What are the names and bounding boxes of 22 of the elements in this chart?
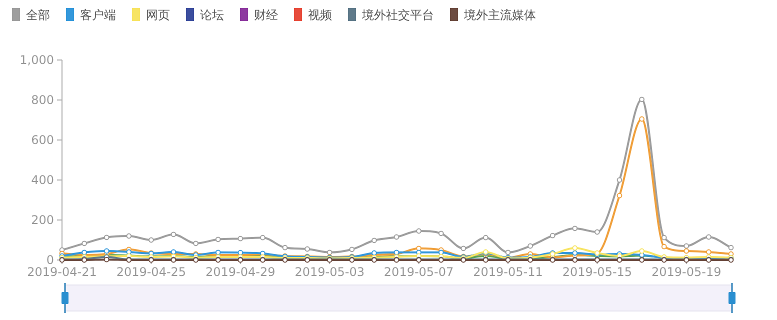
legend-label: 境外社交平台 <box>361 8 434 22</box>
y-tick-label: 600 <box>31 133 54 147</box>
x-tick-label: 2019-04-21 <box>27 265 97 279</box>
x-tick-label: 2019-05-11 <box>473 265 543 279</box>
x-tick-label: 2019-05-15 <box>562 265 632 279</box>
legend-label: 全部 <box>26 8 50 22</box>
x-tick-label: 2019-05-19 <box>652 265 722 279</box>
x-tick-label: 2019-05-07 <box>384 265 454 279</box>
y-tick-label: 1,000 <box>20 53 54 67</box>
x-tick-label: 2019-04-25 <box>116 265 186 279</box>
legend-label: 视频 <box>308 8 332 22</box>
legend-label: 论坛 <box>200 8 224 22</box>
legend-label: 网页 <box>146 8 170 22</box>
y-tick-label: 200 <box>31 213 54 227</box>
legend-label: 客户端 <box>80 8 116 22</box>
y-tick-label: 400 <box>31 173 54 187</box>
y-tick-label: 800 <box>31 93 54 107</box>
y-tick-label: 0 <box>46 253 54 267</box>
legend-label: 财经 <box>254 8 278 22</box>
legend-label: 境外主流媒体 <box>463 8 536 22</box>
x-tick-label: 2019-04-29 <box>206 265 276 279</box>
x-tick-label: 2019-05-03 <box>294 265 364 279</box>
